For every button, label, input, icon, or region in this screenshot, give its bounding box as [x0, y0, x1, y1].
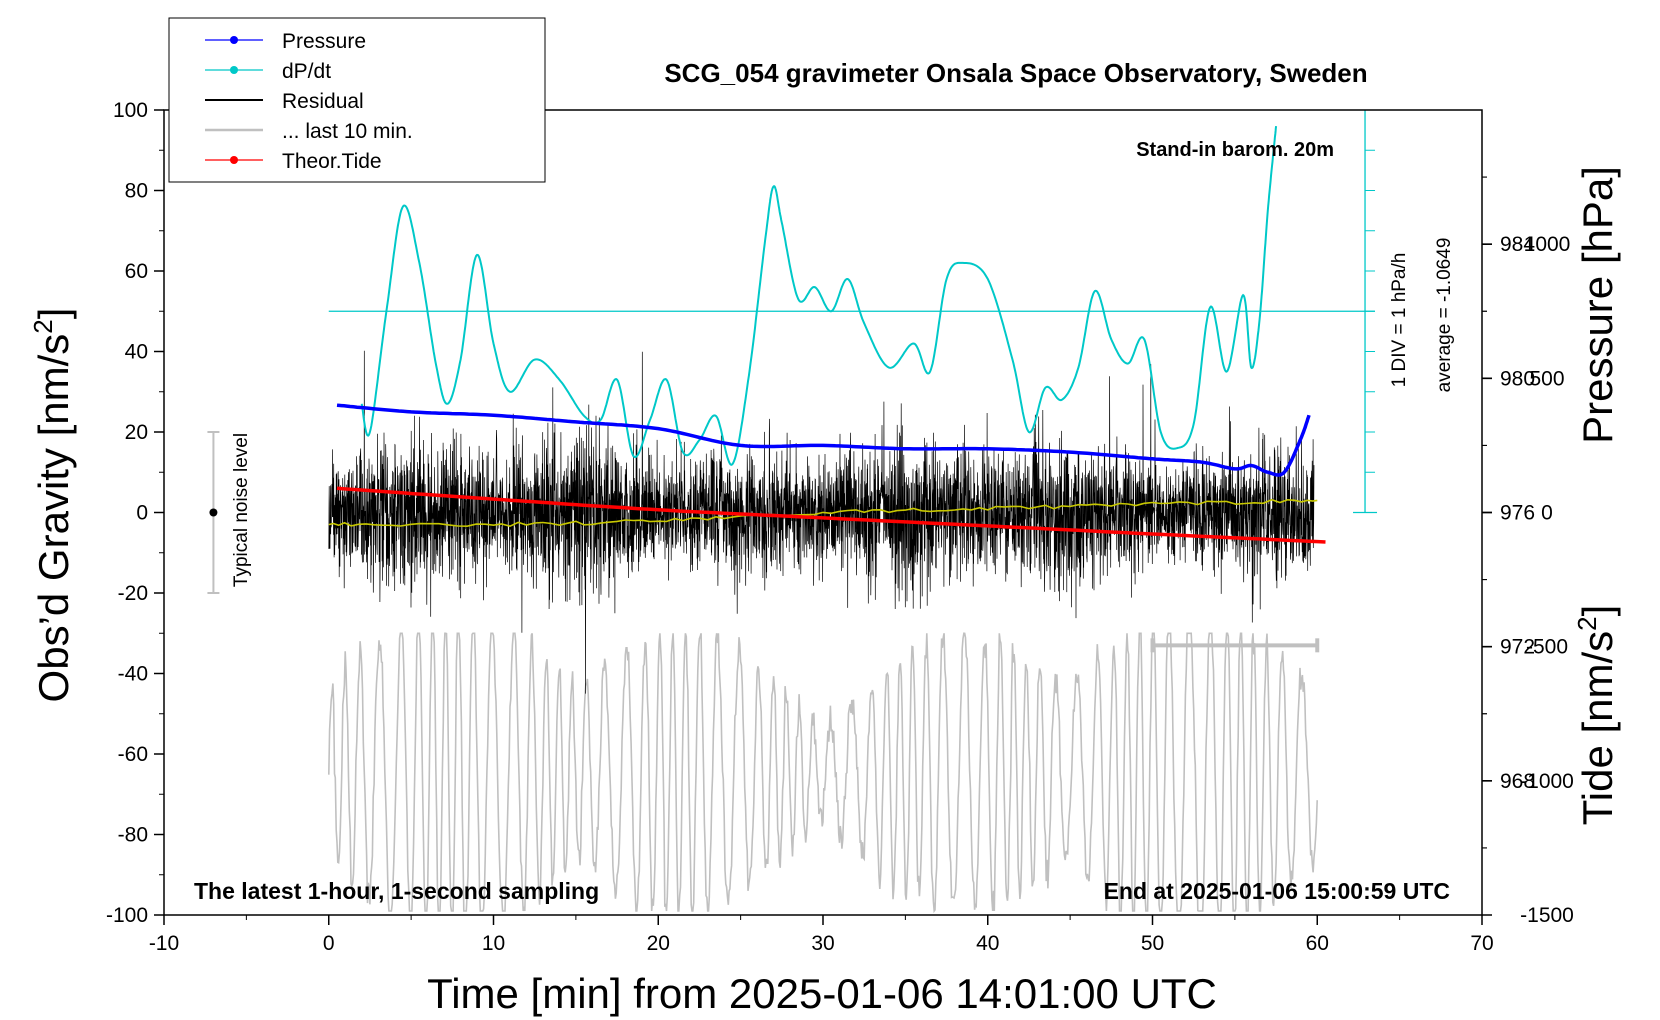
tide-tick-label: -1000	[1520, 770, 1574, 793]
pressure-tick-label: 984	[1500, 233, 1535, 256]
sampling-note: The latest 1-hour, 1-second sampling	[194, 878, 599, 904]
x-tick-label: 10	[482, 932, 505, 955]
gravity-tick-label: 0	[136, 502, 148, 525]
gravity-tick-label: -80	[118, 824, 148, 847]
gravity-tick-label: -20	[118, 582, 148, 605]
residual-trace	[328, 350, 1315, 694]
x-tick-label: -10	[149, 932, 179, 955]
dpdt-average-label: average = -1.0649	[1434, 238, 1455, 393]
legend-entry-pressure: Pressure	[205, 30, 366, 53]
tide-axis-label: Tide [nm/s2]	[1572, 605, 1621, 826]
tide-tick-label: 500	[1529, 367, 1564, 390]
tide-tick-label: 0	[1541, 502, 1553, 525]
gravity-tick-label: -60	[118, 743, 148, 766]
gravity-axis-label: Obs’d Gravity [nm/s2]	[28, 308, 77, 703]
gravity-tick-label: 80	[125, 180, 148, 203]
pressure-tick-label: 972	[1500, 636, 1535, 659]
noise-bar-center	[209, 508, 218, 517]
pressure-axis-label: Pressure [hPa]	[1574, 166, 1621, 444]
tide-tick-label: -500	[1526, 636, 1568, 659]
gravity-tick-label: 40	[125, 341, 148, 364]
residual-trend-line	[328, 498, 1318, 528]
end-time-note: End at 2025-01-06 15:00:59 UTC	[1104, 878, 1450, 904]
last-10-min-trace	[328, 632, 1318, 914]
svg-text:... last 10 min.: ... last 10 min.	[282, 120, 413, 143]
gravity-tick-label: 60	[125, 260, 148, 283]
gravity-tick-label: 100	[113, 99, 148, 122]
chart-title: SCG_054 gravimeter Onsala Space Observat…	[664, 58, 1367, 88]
pressure-tick-label: 968	[1500, 770, 1535, 793]
barometer-note: Stand-in barom. 20m	[1136, 139, 1334, 161]
pressure-tick-label: 980	[1500, 367, 1535, 390]
dpdt-scale-label: 1 DIV = 1 hPa/h	[1389, 253, 1410, 388]
x-axis-label: Time [min] from 2025-01-06 14:01:00 UTC	[427, 970, 1217, 1017]
svg-text:Theor.Tide: Theor.Tide	[282, 150, 382, 173]
noise-level-label: Typical noise level	[231, 433, 252, 587]
legend-entry-residual: Residual	[205, 90, 364, 113]
x-tick-label: 30	[811, 932, 834, 955]
tide-tick-label: 1000	[1524, 233, 1571, 256]
svg-text:Pressure: Pressure	[282, 30, 366, 53]
gravity-tick-label: -100	[106, 904, 148, 927]
x-tick-label: 0	[323, 932, 335, 955]
tide-tick-label: -1500	[1520, 904, 1574, 927]
x-tick-label: 40	[976, 932, 999, 955]
legend-entry-tide: Theor.Tide	[205, 150, 382, 173]
pressure-tick-label: 976	[1500, 502, 1535, 525]
legend-entry-last10: ... last 10 min.	[205, 120, 413, 143]
x-tick-label: 70	[1470, 932, 1493, 955]
x-tick-label: 60	[1306, 932, 1329, 955]
legend: Pressure dP/dt Residual ... last 10 min.…	[168, 17, 546, 183]
pressure-line	[336, 403, 1311, 477]
svg-text:dP/dt: dP/dt	[282, 60, 331, 83]
svg-text:Residual: Residual	[282, 90, 364, 113]
x-tick-label: 50	[1141, 932, 1164, 955]
gravity-tick-label: -40	[118, 663, 148, 686]
dpdt-line	[360, 125, 1278, 466]
legend-entry-dpdt: dP/dt	[205, 60, 331, 83]
tide-line	[336, 486, 1326, 544]
x-tick-label: 20	[647, 932, 670, 955]
gravity-tick-label: 20	[125, 421, 148, 444]
